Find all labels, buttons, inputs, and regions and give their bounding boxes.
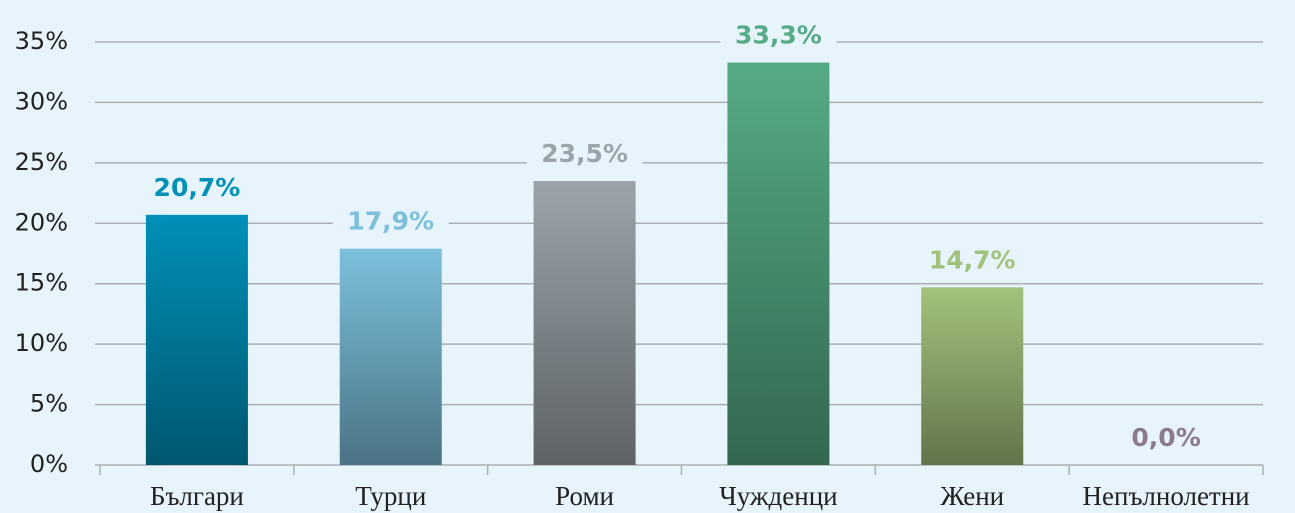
y-tick-label: 30% [15, 87, 68, 115]
value-label: 0,0% [1131, 423, 1200, 452]
x-tick-label: Непълнолетни [1083, 481, 1250, 511]
x-tick-label: Чужденци [719, 481, 837, 511]
value-label: 33,3% [735, 21, 822, 50]
bar-shade [921, 287, 1024, 465]
bar-shade [727, 62, 830, 465]
y-tick-label: 20% [15, 208, 68, 236]
x-tick-label: Роми [555, 481, 614, 511]
value-label: 20,7% [154, 173, 241, 202]
value-label-bg [332, 204, 449, 241]
value-label-bg [720, 18, 837, 55]
bar-shade [145, 214, 248, 465]
value-label: 17,9% [347, 207, 434, 236]
value-label-bg [138, 170, 255, 207]
x-tick-label: Турци [355, 481, 426, 511]
x-tick-label: Жени [940, 481, 1004, 511]
y-tick-label: 15% [15, 269, 68, 297]
value-label-bg [1108, 421, 1225, 457]
bar-shade [339, 248, 442, 465]
y-tick-label: 35% [15, 27, 68, 55]
y-tick-label: 5% [30, 390, 68, 418]
value-label: 23,5% [541, 139, 628, 168]
y-tick-label: 10% [15, 329, 68, 357]
bar-shade [533, 180, 636, 465]
y-tick-label: 0% [30, 450, 68, 478]
value-label-bg [914, 243, 1031, 280]
y-tick-label: 25% [15, 148, 68, 176]
value-label-bg [526, 136, 643, 173]
x-tick-label: Българи [150, 481, 244, 511]
value-label: 14,7% [929, 245, 1016, 274]
